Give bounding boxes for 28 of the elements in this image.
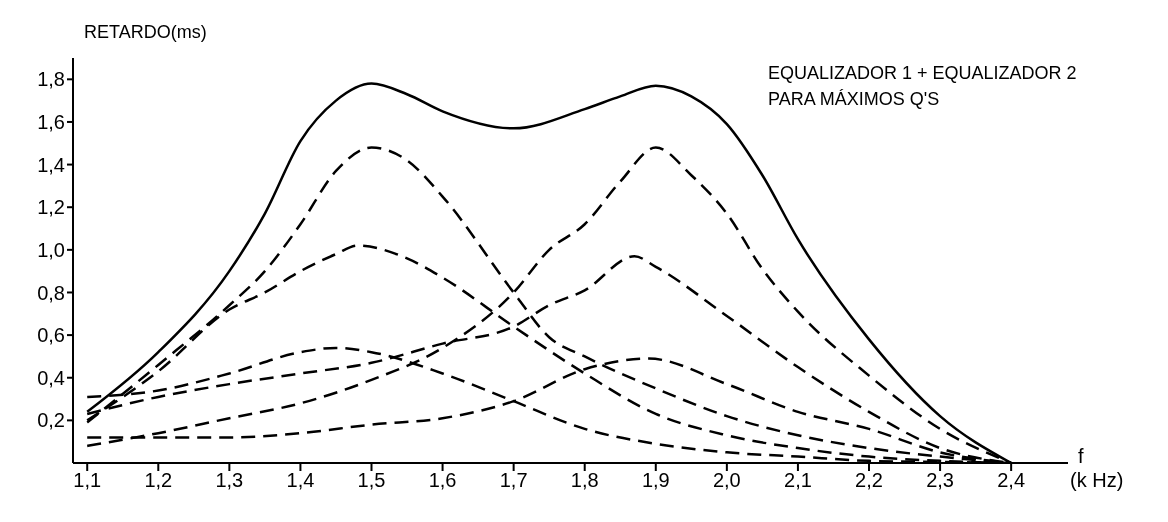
x-tick-label: 1,4 [286,469,315,492]
x-tick-label: 1,9 [641,469,670,492]
annotation: PARA MÁXIMOS Q'S [768,88,941,111]
x-tick-label: 1,1 [73,469,102,492]
y-tick-label: 1,4 [37,153,65,176]
y-tick-label: 1,8 [37,68,65,91]
y-tick-label: 0,2 [37,409,65,432]
y-tick-label: 1,6 [37,111,65,134]
y-tick-label: 0,6 [37,324,65,347]
x-tick-label: 2,2 [855,469,883,492]
x-tick-label: 2,1 [784,469,812,492]
text: (k Hz) [1070,469,1124,492]
x-tick-label: 2,0 [712,469,741,492]
x-tick-label: 2,4 [997,469,1026,492]
x-tick-label: 1,3 [215,469,244,492]
x-tick-label: 1,2 [144,469,173,492]
x-tick-label: 1,5 [357,469,386,492]
y-tick-label: 0,4 [37,366,65,389]
x-tick-label: 1,8 [570,469,599,492]
x-tick-label: 2,3 [926,469,954,492]
y-tick-label: 1,2 [37,196,65,219]
x-tick-label: 1,7 [499,469,528,492]
x-tick-label: 1,6 [428,469,457,492]
y-tick-label: 0,8 [37,281,65,304]
y-tick-label: 1,0 [37,238,65,261]
x-axis-title: f [1078,445,1084,468]
annotation: EQUALIZADOR 1 + EQUALIZADOR 2 [768,62,1077,85]
y-axis-title: RETARDO(ms) [84,22,207,43]
